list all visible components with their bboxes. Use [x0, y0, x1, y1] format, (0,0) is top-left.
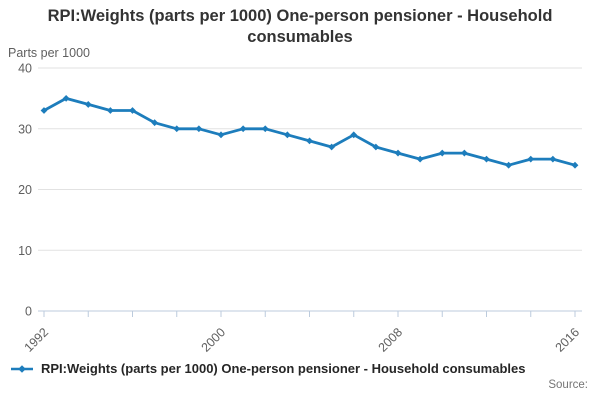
y-tick-label: 20 — [18, 183, 32, 197]
legend-label: RPI:Weights (parts per 1000) One-person … — [41, 361, 526, 376]
x-tick-label: 2016 — [553, 325, 583, 355]
data-point-marker[interactable] — [438, 149, 446, 157]
x-tick-label: 1992 — [22, 325, 52, 355]
legend-line-icon — [11, 364, 33, 373]
data-point-marker[interactable] — [350, 131, 358, 139]
data-point-marker[interactable] — [527, 155, 535, 163]
data-point-marker[interactable] — [283, 131, 291, 139]
data-point-marker[interactable] — [84, 101, 92, 108]
legend-item[interactable]: RPI:Weights (parts per 1000) One-person … — [10, 361, 525, 376]
source-label: Source: — [548, 379, 588, 391]
y-tick-label: 10 — [18, 244, 32, 258]
data-point-marker[interactable] — [195, 125, 203, 133]
chart-title: RPI:Weights (parts per 1000) One-person … — [47, 7, 553, 47]
data-point-marker[interactable] — [483, 155, 490, 163]
data-point-marker[interactable] — [416, 155, 424, 163]
data-point-marker[interactable] — [328, 143, 336, 151]
y-tick-label: 40 — [18, 62, 32, 76]
data-point-marker[interactable] — [239, 125, 247, 133]
data-point-marker[interactable] — [306, 137, 313, 145]
data-point-marker[interactable] — [129, 107, 136, 114]
y-tick-label: 0 — [25, 305, 32, 319]
data-point-marker[interactable] — [394, 149, 402, 157]
series-line[interactable] — [42, 97, 577, 167]
x-tick-label: 2000 — [199, 325, 229, 355]
data-point-marker[interactable] — [549, 155, 557, 163]
data-point-marker[interactable] — [571, 161, 579, 169]
y-axis-unit-label: Parts per 1000 — [8, 46, 90, 60]
data-point-marker[interactable] — [261, 125, 269, 133]
data-point-marker[interactable] — [372, 143, 380, 151]
data-point-marker[interactable] — [151, 119, 159, 127]
y-tick-label: 30 — [18, 122, 32, 136]
data-point-marker[interactable] — [106, 107, 114, 114]
data-point-marker[interactable] — [40, 107, 48, 114]
x-tick-label: 2008 — [376, 325, 406, 355]
data-point-marker[interactable] — [505, 161, 513, 169]
data-point-marker[interactable] — [173, 125, 181, 133]
data-point-marker[interactable] — [217, 131, 225, 139]
data-point-marker[interactable] — [460, 149, 468, 157]
data-point-marker[interactable] — [62, 94, 70, 102]
